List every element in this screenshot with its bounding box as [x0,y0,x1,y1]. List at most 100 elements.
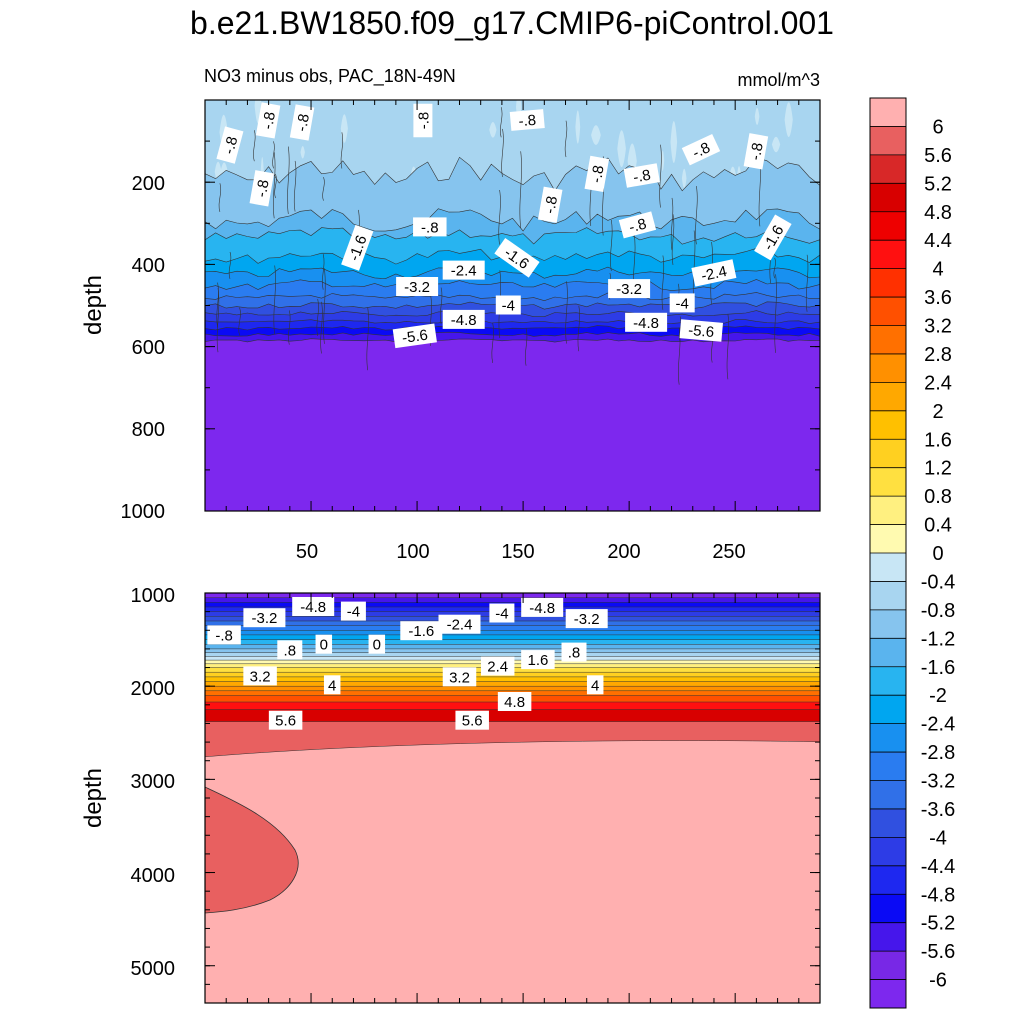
contour-label-bg [413,103,433,138]
colorbar-swatch [870,325,906,355]
colorbar-swatch [870,382,906,412]
contour-label-bg [494,237,540,278]
contour-label: -.8 [584,155,610,193]
contour-label: -.8 [623,163,660,188]
contour-label: 3.2 [243,666,277,686]
colorbar-swatch [870,581,906,611]
upper-xtick-label: 100 [396,541,429,563]
upper-xtick-label: 150 [501,541,534,563]
contour-label: 4.8 [497,692,532,711]
contour-label-text: -.8 [415,112,432,130]
upper-contour-field [205,100,820,511]
contour-label: -4.8 [442,309,485,329]
contour-label: 5.6 [268,710,303,730]
contour-label-bg [442,309,485,329]
contour-label-text: -.8 [541,195,561,215]
upper-contour-labels: -.8 -.8 -.8 -.8 -.8 -.8 -.8 -.8 -.8 -.8 -.8 -.8 -.8 -… [216,102,792,349]
colorbar-swatch [870,439,906,469]
colorbar-swatch [870,240,906,270]
colorbar-swatch [870,297,906,326]
contour-label-text: -5.6 [688,322,715,341]
lower-y-axis-label: depth [80,768,107,828]
colorbar-swatch [870,609,906,639]
contour-label-text: 3.2 [250,668,271,685]
upper-ytick-label: 1000 [121,501,166,523]
contour-label-text: -4.8 [633,315,659,332]
lower-contour-band [205,652,820,658]
upper-xtick-label: 200 [607,541,640,563]
upper-xtick-label: 250 [712,541,745,563]
colorbar-label: 5.2 [924,173,952,195]
upper-y-axis-label: depth [80,275,107,335]
contour-label-text: -3.2 [574,611,600,628]
lower-contour-band [205,630,820,636]
colorbar: 6 5.6 5.2 4.8 4.4 4 3.6 3.2 2.8 2.4 2 1.6 1.2 0.8 0.4 0… [869,97,955,1009]
contour-label-bg [315,634,333,654]
contour-label-text: -.8 [627,215,648,236]
colorbar-label: 3.6 [924,287,952,309]
contour-label-bg [495,295,521,315]
colorbar-swatch [870,922,906,952]
lower-contour-labels: -4.8 -4 -3.2 -4 -4.8 -3.2 .8 0 0 -1.6 -2.4 -.8 2.4 1.… [207,597,608,730]
contour-label: -4 [489,603,515,623]
contour-label-text: 2.4 [487,659,508,676]
colorbar-label: 5.6 [924,145,952,167]
contour-label-bg [340,601,366,621]
contour-label: -.8 [255,102,281,139]
colorbar-label: 4.4 [924,230,952,252]
contour-label-text: -4.8 [300,599,326,616]
contour-label: -1.6 [400,621,443,641]
colorbar-swatch [870,894,906,924]
contour-label-text: -.8 [747,141,767,161]
lower-ytick-label: 2000 [131,678,176,700]
colorbar-label: -6 [929,970,947,992]
upper-band-neg6 [205,338,820,511]
contour-label-bg [497,692,532,711]
contour-label-text: .8 [284,642,297,659]
colorbar-swatches [870,98,906,1009]
colorbar-swatch [870,467,906,497]
lower-ytick-label: 1000 [131,585,176,607]
colorbar-swatch [870,183,906,213]
lower-contour-band [205,625,820,632]
contour-label-text: -4 [495,606,508,623]
lower-contour-band [205,593,820,599]
colorbar-label: 2.4 [924,372,952,394]
contour-label: -.8 [681,133,721,166]
contour-label: 4 [586,675,604,695]
colorbar-label: -3.2 [921,771,955,793]
lower-axis-ticks [205,592,820,1003]
contour-label-text: -.8 [259,110,279,130]
colorbar-swatch [870,752,906,781]
contour-label: -3.2 [243,608,286,628]
contour-label-text: 1.6 [527,652,548,669]
contour-label-text: 0 [373,637,381,654]
colorbar-label: 1.6 [924,429,952,451]
contour-label-bg [625,312,668,332]
contour-label-bg [413,217,447,237]
contour-label: -.8 [509,109,545,131]
contour-label-bg [618,211,657,239]
contour-label-text: 4.8 [504,694,525,711]
colorbar-swatch [870,865,906,895]
contour-label-text: 5.6 [275,713,296,730]
colorbar-swatch [870,951,906,981]
contour-label: -4 [495,295,521,315]
contour-label-text: -3.2 [616,281,642,298]
contour-label: -.8 [289,104,315,141]
colorbar-label: 0.4 [924,515,952,537]
contour-label-text: -4 [502,298,515,315]
lower-contour-band [205,709,820,723]
contour-label-bg [442,260,485,280]
contour-label-bg [537,186,563,223]
colorbar-swatch [870,353,906,383]
contour-label-bg [521,650,555,670]
contour-label-text: 4 [328,677,336,694]
lower-contour-band [205,634,820,641]
contour-label-bg [368,634,386,654]
contour-label: -2.4 [442,260,485,280]
colorbar-label: 4 [932,259,943,281]
contour-label-text: 0 [320,637,328,654]
contour-label-bg [509,109,545,131]
lower-contour-band [205,620,820,627]
